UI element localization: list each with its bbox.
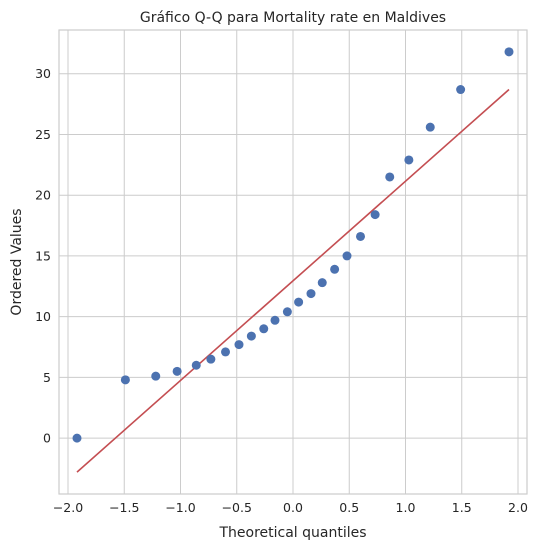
x-tick-label: 1.5: [452, 500, 472, 515]
x-tick-label: 0.5: [339, 500, 359, 515]
data-point: [151, 371, 161, 381]
grid-layer: [59, 30, 527, 494]
data-point: [342, 251, 352, 261]
data-point: [206, 354, 216, 364]
data-point: [404, 155, 414, 165]
data-point: [172, 366, 182, 376]
data-point: [425, 122, 435, 132]
y-axis-label: Ordered Values: [9, 208, 25, 315]
data-point: [282, 307, 292, 317]
y-tick-label: 15: [35, 248, 51, 263]
data-point: [221, 347, 230, 357]
data-point: [270, 315, 280, 325]
x-tick-labels: −2.0 −1.5 −1.0 −0.5 0.0 0.5 1.0 1.5 2.0: [53, 500, 528, 515]
x-axis-label: Theoretical quantiles: [218, 525, 366, 541]
x-tick-label: −1.0: [165, 500, 195, 515]
chart-title: Gráfico Q-Q para Mortality rate en Maldi…: [140, 10, 446, 26]
data-point: [317, 278, 327, 288]
x-tick-label: −2.0: [53, 500, 83, 515]
y-tick-label: 25: [35, 127, 51, 142]
data-point: [72, 433, 82, 443]
data-point: [370, 210, 380, 220]
y-tick-label: 20: [35, 188, 51, 203]
x-tick-label: 1.0: [396, 500, 416, 515]
data-point: [191, 360, 201, 370]
points-layer: [72, 47, 514, 443]
x-tick-label: −1.5: [109, 500, 139, 515]
data-point: [259, 324, 269, 334]
data-point: [120, 375, 130, 385]
plot-frame: [58, 29, 528, 495]
data-point: [246, 331, 256, 341]
fit-line: [76, 88, 510, 473]
data-point: [306, 289, 316, 299]
y-tick-label: 10: [35, 309, 51, 324]
x-tick-label: 0.0: [283, 500, 303, 515]
x-tick-label: 2.0: [508, 500, 528, 515]
y-tick-labels: 0 5 10 15 20 25 30: [35, 66, 51, 445]
y-tick-label: 30: [35, 66, 51, 81]
data-point: [330, 264, 340, 274]
data-point: [504, 47, 514, 57]
data-point: [356, 231, 365, 241]
data-point: [234, 340, 244, 350]
y-tick-label: 5: [43, 370, 51, 385]
y-tick-label: 0: [43, 431, 51, 446]
data-point: [294, 297, 304, 307]
data-point: [456, 85, 466, 95]
data-point: [385, 172, 395, 182]
x-tick-label: −0.5: [222, 500, 252, 515]
